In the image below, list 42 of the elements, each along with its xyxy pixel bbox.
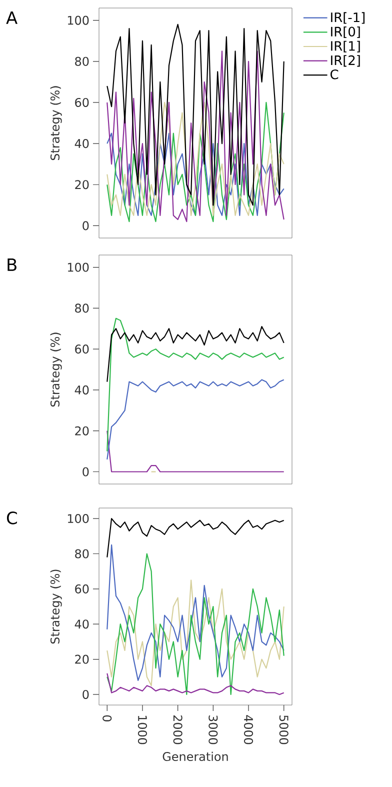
y-axis-title: Strategy (%) [50,332,62,407]
legend-label: IR[1] [331,40,360,52]
legend-label: IR[-1] [331,12,365,24]
y-tick-label: 0 [82,690,89,699]
y-tick-label: 60 [75,98,89,107]
line-series [106,24,284,206]
legend-label: IR[2] [331,55,360,67]
y-tick-label: 80 [75,56,89,66]
y-tick-label: 0 [82,221,89,230]
x-tick-label: 5000 [279,715,288,744]
chart-title: B [8,258,16,271]
chart-title: A [6,12,18,24]
y-tick-label: 40 [74,385,89,394]
y-tick-label: 80 [75,304,89,313]
y-tick-label: 20 [75,654,89,664]
x-tick-label: 2000 [173,715,182,744]
chart-title: C [6,512,17,524]
y-tick-label: 40 [74,139,89,148]
y-tick-label: 100 [68,16,89,25]
y-tick-label: 100 [68,262,89,272]
y-tick-label: 100 [68,514,89,524]
y-axis-title: Strategy (%) [50,86,62,160]
x-tick-label: 3000 [208,715,218,744]
line-series [106,318,284,452]
line-series [106,553,284,696]
legend-label: IR[0] [331,26,360,38]
y-tick-label: 20 [75,180,89,190]
y-tick-label: 0 [82,467,89,476]
legend-label: C [330,69,338,80]
line-series [106,132,284,216]
x-axis-title: Generation [162,752,228,762]
x-tick-label: 4000 [244,715,254,744]
y-tick-label: 60 [75,584,89,594]
x-tick-label: 1000 [138,716,147,744]
line-series [106,580,284,686]
y-tick-label: 40 [74,620,89,629]
x-tick-label: 0 [102,715,112,722]
y-tick-label: 20 [75,426,89,436]
line-series [106,50,284,222]
y-tick-label: 80 [75,549,89,558]
y-axis-title: Strategy (%) [50,570,62,644]
y-tick-label: 60 [75,344,89,354]
